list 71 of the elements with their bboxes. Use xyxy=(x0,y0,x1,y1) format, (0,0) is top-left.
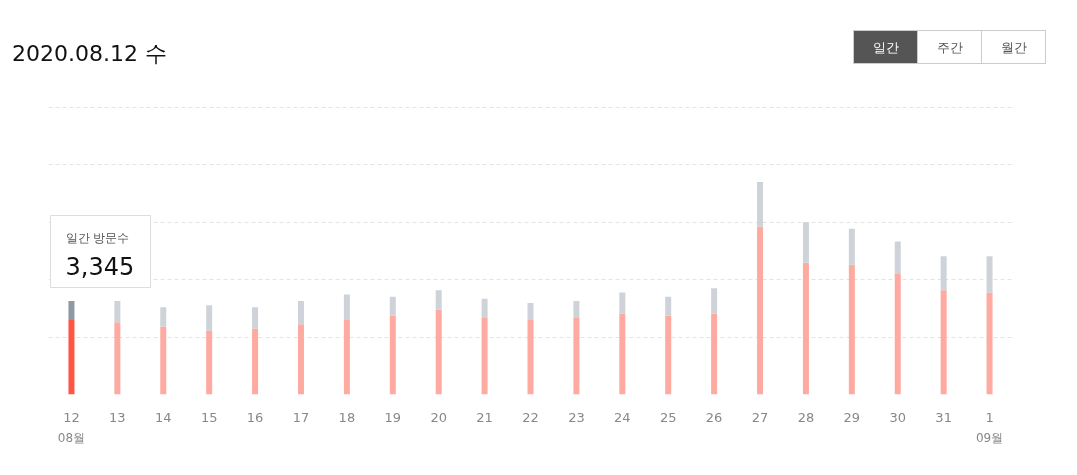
bar xyxy=(481,298,488,318)
bar xyxy=(757,181,764,227)
bar xyxy=(160,326,167,395)
x-tick-label: 13 xyxy=(109,409,126,425)
bar xyxy=(894,241,901,274)
x-tick-label: 17 xyxy=(292,409,310,425)
bar xyxy=(206,330,213,395)
bar xyxy=(665,315,672,395)
x-tick-label: 18 xyxy=(338,409,356,425)
bar xyxy=(802,222,809,263)
bar xyxy=(252,307,259,329)
x-tick-label: 19 xyxy=(384,409,402,425)
x-tick-label: 28 xyxy=(797,409,815,425)
bar xyxy=(481,317,488,395)
annotation: 3,345 xyxy=(65,252,135,281)
bar xyxy=(297,324,304,395)
bar xyxy=(114,300,121,323)
bar xyxy=(343,294,350,321)
text: 월간 xyxy=(981,30,1046,64)
bar xyxy=(527,303,534,321)
bar xyxy=(757,226,764,395)
bar xyxy=(114,322,121,395)
text: 주간 xyxy=(917,30,982,64)
bar xyxy=(848,264,855,395)
text: 일간 xyxy=(853,30,918,64)
x-tick-label: 12 xyxy=(63,409,80,425)
bar xyxy=(711,313,718,395)
x-tick-label: 21 xyxy=(476,409,493,425)
bar xyxy=(940,290,947,395)
bar xyxy=(986,292,993,395)
bar xyxy=(940,256,947,291)
bar xyxy=(619,313,626,395)
bar xyxy=(435,290,442,310)
bar xyxy=(389,296,396,316)
bar xyxy=(894,273,901,395)
bar xyxy=(435,309,442,395)
text: 09월 xyxy=(975,430,1004,445)
x-tick-label: 29 xyxy=(843,409,861,425)
bar xyxy=(802,262,809,395)
bar xyxy=(665,296,672,316)
bar xyxy=(619,292,626,314)
bar xyxy=(68,320,75,395)
bar xyxy=(68,300,75,321)
chart-title: 2020.08.12 수 xyxy=(11,40,167,68)
text: 08월 xyxy=(57,430,86,445)
bar xyxy=(206,305,213,331)
x-tick-label: 20 xyxy=(430,409,447,425)
bar xyxy=(343,320,350,395)
x-tick-label: 16 xyxy=(246,409,264,425)
x-tick-label: 15 xyxy=(200,409,218,425)
x-tick-label: 23 xyxy=(568,409,585,425)
bar xyxy=(573,317,580,395)
x-tick-label: 1 xyxy=(985,409,994,425)
annotation: 일간 방문수 xyxy=(65,230,130,245)
x-tick-label: 22 xyxy=(522,409,539,425)
bar xyxy=(986,256,993,293)
x-tick-label: 31 xyxy=(935,409,952,425)
bar xyxy=(160,307,167,327)
bar xyxy=(297,300,304,325)
bar xyxy=(573,300,580,318)
x-tick-label: 27 xyxy=(751,409,769,425)
bar xyxy=(252,328,259,395)
x-tick-label: 14 xyxy=(154,409,172,425)
bar xyxy=(711,288,718,314)
bar xyxy=(848,228,855,265)
x-tick-label: 24 xyxy=(614,409,631,425)
bar xyxy=(527,320,534,395)
x-tick-label: 26 xyxy=(705,409,723,425)
x-tick-label: 30 xyxy=(889,409,907,425)
x-tick-label: 25 xyxy=(659,409,677,425)
bar xyxy=(389,315,396,395)
